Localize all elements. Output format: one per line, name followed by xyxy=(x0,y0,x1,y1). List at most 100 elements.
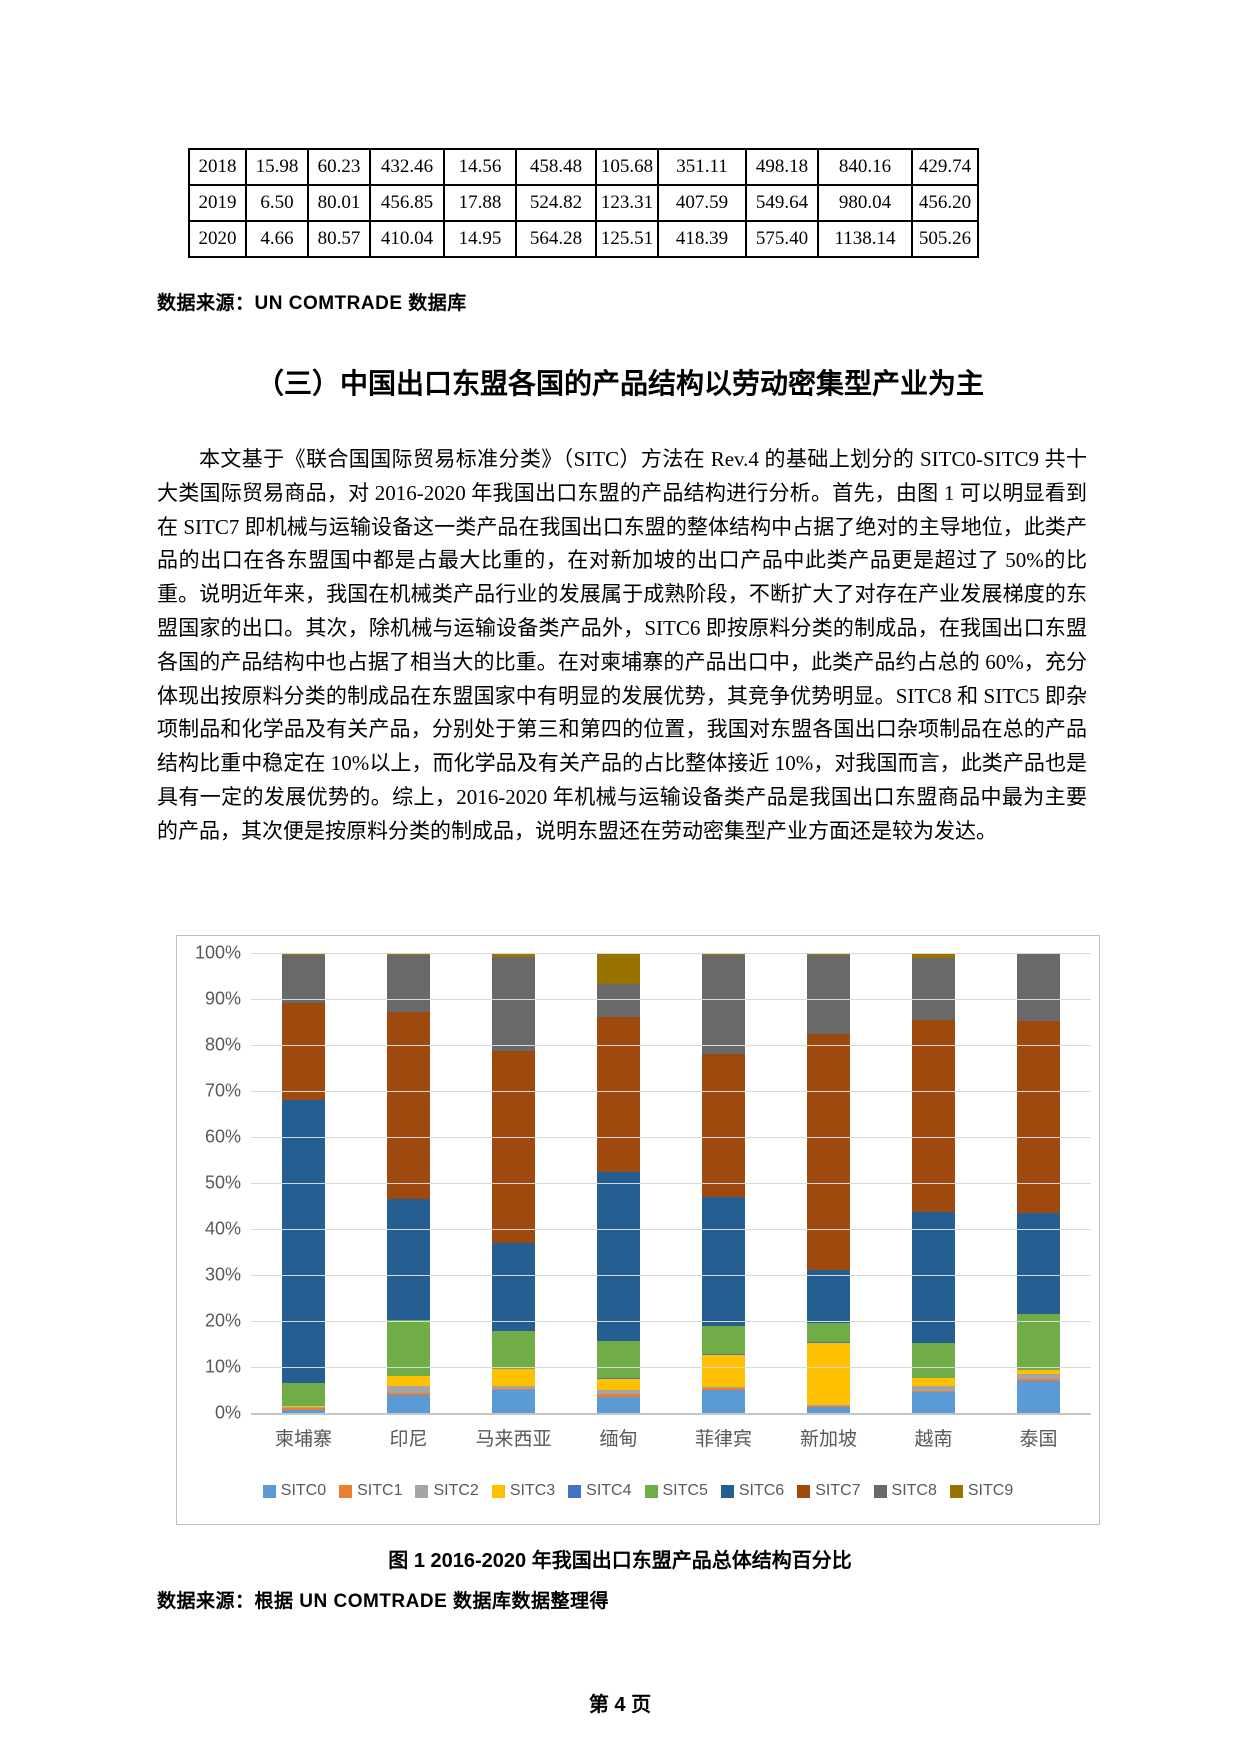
table-cell: 418.39 xyxy=(657,220,747,258)
bar-segment xyxy=(492,1386,535,1390)
bar-segment xyxy=(597,953,640,985)
bar-segment xyxy=(807,1033,850,1271)
bar-segment xyxy=(597,1378,640,1390)
bar-segment xyxy=(912,1390,955,1393)
legend-label: SITC6 xyxy=(738,1482,785,1499)
legend-label: SITC1 xyxy=(357,1482,403,1499)
bar-segment xyxy=(492,1051,535,1243)
gridline xyxy=(251,953,1091,954)
table-cell: 2020 xyxy=(188,220,247,258)
bar-segment xyxy=(702,1386,745,1389)
legend-item: SITC6 xyxy=(720,1482,785,1500)
table-cell: 15.98 xyxy=(245,148,309,186)
gridline xyxy=(251,1091,1091,1092)
body-paragraph: 本文基于《联合国国际贸易标准分类》（SITC）方法在 Rev.4 的基础上划分的… xyxy=(157,447,1087,843)
y-axis-tick-label: 70% xyxy=(204,1080,241,1101)
table-cell: 458.48 xyxy=(515,148,597,186)
x-axis-category-label: 越南 xyxy=(914,1429,953,1450)
y-axis-tick-label: 30% xyxy=(204,1264,241,1285)
bar-segment xyxy=(702,1325,745,1355)
bar-segment xyxy=(387,1394,430,1413)
bar-column xyxy=(566,953,671,1413)
legend-item: SITC8 xyxy=(873,1482,937,1500)
chart-plot-area: 100% 90% 80% 70% 60% 50% 40% 30% 20% 10% 0% xyxy=(195,943,1091,1423)
bar-segment xyxy=(492,1331,535,1369)
table-cell: 351.11 xyxy=(657,148,747,186)
table-cell: 840.16 xyxy=(817,148,913,186)
table-cell: 14.95 xyxy=(443,220,517,258)
table-cell: 2019 xyxy=(188,184,247,222)
bar-segment xyxy=(387,1376,430,1386)
bar-segment xyxy=(912,953,955,958)
x-axis-category-label: 泰国 xyxy=(1019,1429,1058,1450)
page-number: 第 4 页 xyxy=(588,1694,652,1716)
table-cell: 456.85 xyxy=(369,184,445,222)
bar-segment xyxy=(912,1019,955,1212)
bar-segment xyxy=(807,1407,850,1413)
table-cell: 505.26 xyxy=(911,220,979,258)
legend-swatch xyxy=(644,1484,658,1498)
legend-swatch xyxy=(949,1484,963,1498)
bar-segment xyxy=(912,1385,955,1391)
y-axis-tick-label: 60% xyxy=(204,1126,241,1147)
gridline xyxy=(251,1183,1091,1184)
legend-label: SITC7 xyxy=(815,1482,861,1499)
bar-segment xyxy=(807,1406,850,1408)
legend-label: SITC3 xyxy=(509,1482,556,1499)
bar-segment xyxy=(387,1320,430,1376)
table-cell: 60.23 xyxy=(307,148,371,186)
bar-segment xyxy=(282,1382,325,1406)
table-cell: 456.20 xyxy=(911,184,979,222)
legend-item: SITC1 xyxy=(339,1482,402,1500)
table-cell: 2018 xyxy=(188,148,247,186)
y-axis-tick-label: 20% xyxy=(204,1310,241,1331)
bar-segment xyxy=(1017,954,1060,1021)
legend-label: SITC2 xyxy=(433,1482,479,1499)
legend-item: SITC0 xyxy=(262,1482,327,1500)
table-cell: 105.68 xyxy=(595,148,659,186)
bar-segment xyxy=(1017,1380,1060,1413)
bar-column xyxy=(671,953,776,1413)
legend-item: SITC9 xyxy=(949,1482,1013,1500)
bar-segment xyxy=(492,953,535,957)
table-cell: 575.40 xyxy=(745,220,819,258)
legend-swatch xyxy=(339,1484,353,1498)
bar-segment xyxy=(597,1171,640,1341)
bar-segment xyxy=(282,1003,325,1100)
bar-segment xyxy=(282,1406,325,1408)
stacked-bar xyxy=(597,953,640,1413)
legend-label: SITC4 xyxy=(586,1482,632,1499)
bar-column xyxy=(776,953,881,1413)
table-body: 2018 15.98 60.23 432.46 14.56 458.48 105.68 351… xyxy=(188,148,979,258)
y-axis-tick-label: 80% xyxy=(204,1034,241,1055)
bar-segment xyxy=(807,1342,850,1406)
bar-segment xyxy=(492,1242,535,1332)
table-cell: 549.64 xyxy=(745,184,819,222)
x-axis-category-label: 缅甸 xyxy=(599,1429,638,1450)
figure-caption: 图 1 2016-2020 年我国出口东盟产品总体结构百分比 xyxy=(388,1550,852,1572)
bar-segment xyxy=(912,957,955,1020)
table-cell: 498.18 xyxy=(745,148,819,186)
table-source-note: 数据来源：UN COMTRADE 数据库 xyxy=(157,293,467,314)
y-axis-tick-label: 10% xyxy=(204,1356,241,1377)
table-cell: 524.82 xyxy=(515,184,597,222)
table-cell: 410.04 xyxy=(369,220,445,258)
stacked-bar xyxy=(807,953,850,1413)
legend-label: SITC0 xyxy=(280,1482,327,1499)
gridline xyxy=(251,1229,1091,1230)
gridline xyxy=(251,1367,1091,1368)
y-axis-tick-label: 90% xyxy=(204,988,241,1009)
bar-segment xyxy=(1017,1379,1060,1381)
table-cell: 14.56 xyxy=(443,148,517,186)
legend-swatch xyxy=(491,1484,505,1498)
bar-segment xyxy=(387,1385,430,1393)
table-cell: 407.59 xyxy=(657,184,747,222)
bar-segment xyxy=(702,953,745,956)
gridline xyxy=(251,1137,1091,1138)
table-cell: 980.04 xyxy=(817,184,913,222)
table-cell: 125.51 xyxy=(595,220,659,258)
y-axis-tick-label: 50% xyxy=(204,1172,241,1193)
table-cell: 80.01 xyxy=(307,184,371,222)
bar-segment xyxy=(702,1390,745,1413)
legend-item: SITC4 xyxy=(568,1482,632,1500)
